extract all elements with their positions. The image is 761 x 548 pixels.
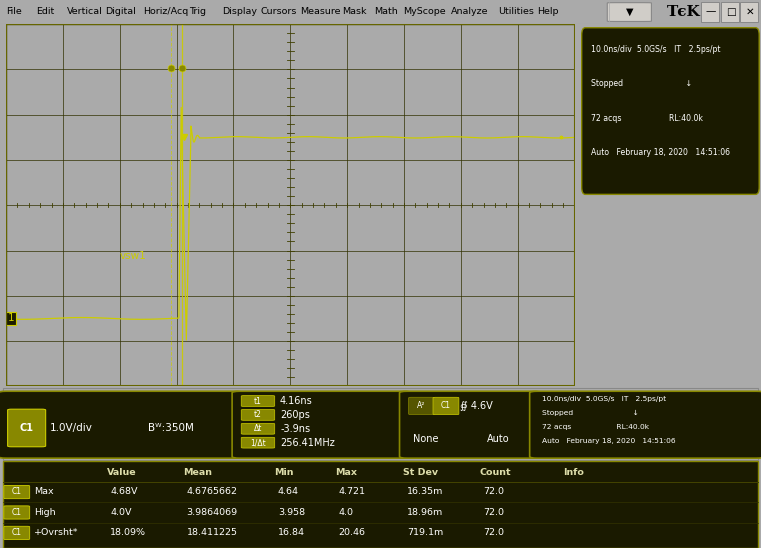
FancyBboxPatch shape	[4, 526, 30, 540]
Text: St Dev: St Dev	[403, 469, 438, 477]
Text: t2: t2	[254, 410, 262, 419]
Text: Mean: Mean	[183, 469, 212, 477]
Text: Vertical: Vertical	[67, 7, 103, 16]
Text: 72.0: 72.0	[483, 487, 505, 496]
Text: Auto: Auto	[487, 435, 510, 444]
Text: Auto   February 18, 2020   14:51:06: Auto February 18, 2020 14:51:06	[591, 148, 730, 157]
Text: Min: Min	[274, 469, 294, 477]
Text: A²: A²	[417, 402, 426, 410]
Bar	[3, 388, 758, 460]
Text: 256.41MHz: 256.41MHz	[280, 438, 335, 448]
Text: 18.411225: 18.411225	[186, 528, 237, 537]
Text: 719.1m: 719.1m	[407, 528, 444, 537]
Text: High: High	[34, 507, 56, 517]
FancyBboxPatch shape	[241, 409, 275, 420]
FancyBboxPatch shape	[530, 391, 761, 458]
Text: Measure: Measure	[301, 7, 341, 16]
Text: Help: Help	[537, 7, 559, 16]
Text: C1: C1	[441, 402, 451, 410]
Text: □: □	[726, 7, 735, 16]
Text: 16.84: 16.84	[278, 528, 304, 537]
Text: Digital: Digital	[105, 7, 135, 16]
Text: 20.46: 20.46	[339, 528, 365, 537]
Text: C1: C1	[11, 487, 22, 496]
Text: ✕: ✕	[745, 7, 754, 16]
FancyBboxPatch shape	[241, 437, 275, 448]
Text: Math: Math	[374, 7, 398, 16]
FancyBboxPatch shape	[4, 506, 30, 519]
Text: ▼: ▼	[626, 7, 633, 16]
Text: 72.0: 72.0	[483, 507, 505, 517]
Text: None: None	[413, 435, 439, 444]
Text: File: File	[6, 7, 22, 16]
FancyBboxPatch shape	[409, 397, 435, 415]
Text: C1: C1	[20, 423, 33, 433]
Text: 1/Δt: 1/Δt	[250, 438, 266, 447]
Text: -3.9ns: -3.9ns	[280, 424, 310, 434]
Text: 4.0V: 4.0V	[110, 507, 132, 517]
Text: Bᵂ:350M: Bᵂ:350M	[148, 423, 194, 433]
Text: C1: C1	[11, 507, 22, 517]
Text: C1: C1	[11, 528, 22, 537]
Text: 4.68V: 4.68V	[110, 487, 138, 496]
Bar	[3, 461, 758, 548]
Text: 72 acqs                   RL:40.0k: 72 acqs RL:40.0k	[591, 114, 702, 123]
Text: Cursors: Cursors	[260, 7, 297, 16]
Text: TєK: TєK	[667, 4, 700, 19]
Text: Max: Max	[34, 487, 54, 496]
Text: 10.0ns/div  5.0GS/s   IT   2.5ps/pt: 10.0ns/div 5.0GS/s IT 2.5ps/pt	[542, 396, 666, 402]
Text: 1.0V/div: 1.0V/div	[49, 423, 92, 433]
Text: 4.16ns: 4.16ns	[280, 396, 313, 406]
FancyBboxPatch shape	[740, 2, 758, 22]
Text: 3.958: 3.958	[278, 507, 305, 517]
Text: 4.721: 4.721	[339, 487, 365, 496]
Text: Mask: Mask	[342, 7, 367, 16]
Text: vsw1: vsw1	[119, 251, 147, 261]
Text: 4.0: 4.0	[339, 507, 354, 517]
Text: Count: Count	[479, 469, 511, 477]
Text: Auto   February 18, 2020   14:51:06: Auto February 18, 2020 14:51:06	[542, 438, 676, 444]
Text: Value: Value	[107, 469, 136, 477]
Text: Display: Display	[222, 7, 257, 16]
Text: t1: t1	[254, 397, 262, 406]
FancyBboxPatch shape	[433, 397, 459, 415]
FancyBboxPatch shape	[232, 391, 411, 458]
Text: 16.35m: 16.35m	[407, 487, 444, 496]
Text: ∯ 4.6V: ∯ 4.6V	[460, 401, 493, 411]
FancyBboxPatch shape	[241, 396, 275, 407]
Text: Max: Max	[335, 469, 357, 477]
FancyBboxPatch shape	[721, 2, 739, 22]
Text: Trig: Trig	[189, 7, 205, 16]
Text: 72.0: 72.0	[483, 528, 505, 537]
FancyBboxPatch shape	[400, 391, 540, 458]
FancyBboxPatch shape	[4, 486, 30, 499]
Text: Δt: Δt	[253, 424, 263, 433]
FancyBboxPatch shape	[241, 424, 275, 434]
Text: Info: Info	[563, 469, 584, 477]
Text: 18.96m: 18.96m	[407, 507, 444, 517]
Text: Stopped                         ↓: Stopped ↓	[591, 79, 692, 88]
Text: 10.0ns/div  5.0GS/s   IT   2.5ps/pt: 10.0ns/div 5.0GS/s IT 2.5ps/pt	[591, 45, 720, 54]
FancyBboxPatch shape	[8, 409, 46, 447]
FancyBboxPatch shape	[581, 28, 759, 195]
FancyBboxPatch shape	[701, 2, 719, 22]
Text: 3.9864069: 3.9864069	[186, 507, 237, 517]
Text: Edit: Edit	[37, 7, 55, 16]
Text: 1: 1	[8, 313, 14, 323]
Text: —: —	[705, 7, 716, 16]
FancyBboxPatch shape	[607, 3, 651, 21]
Text: Utilities: Utilities	[498, 7, 534, 16]
FancyBboxPatch shape	[0, 391, 242, 458]
Text: Stopped                         ↓: Stopped ↓	[542, 410, 638, 416]
Text: 72 acqs                   RL:40.0k: 72 acqs RL:40.0k	[542, 424, 649, 430]
Text: Analyze: Analyze	[451, 7, 488, 16]
Text: 4.6765662: 4.6765662	[186, 487, 237, 496]
Text: MyScope: MyScope	[403, 7, 446, 16]
Text: 18.09%: 18.09%	[110, 528, 146, 537]
Text: 4.64: 4.64	[278, 487, 299, 496]
Text: 260ps: 260ps	[280, 410, 310, 420]
Text: Horiz/Acq: Horiz/Acq	[143, 7, 188, 16]
Text: +Ovrsht*: +Ovrsht*	[34, 528, 78, 537]
